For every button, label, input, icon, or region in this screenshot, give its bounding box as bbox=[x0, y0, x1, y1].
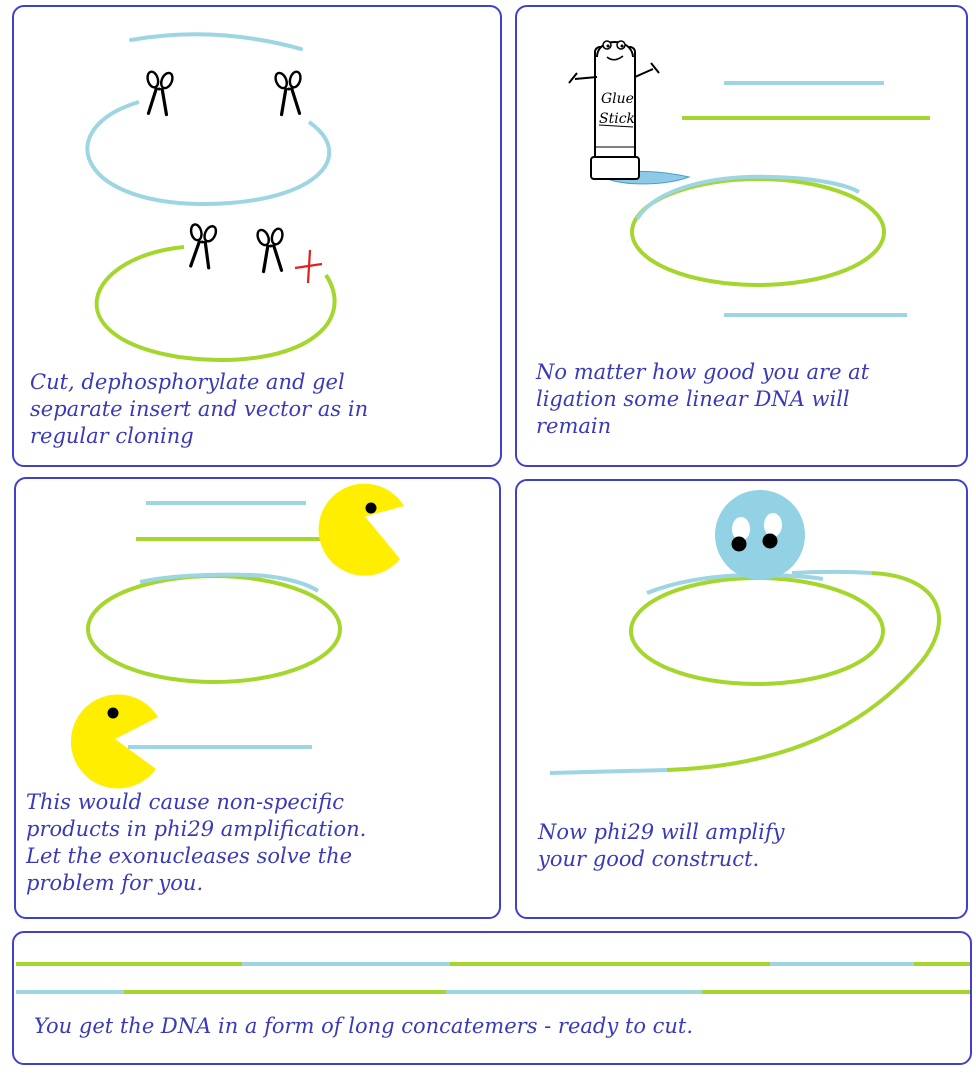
rolling-circle-strand-blue-head bbox=[791, 569, 873, 575]
insert-fragment bbox=[129, 32, 303, 51]
panel-phi29-amplification: Now phi29 will amplify your good constru… bbox=[515, 479, 968, 919]
panel-5-illustration bbox=[16, 962, 970, 994]
panel-2-illustration: Glue Stick bbox=[568, 40, 930, 317]
glue-stick-cartoon-icon: Glue Stick bbox=[568, 40, 691, 185]
caption-panel-5: You get the DNA in a form of long concat… bbox=[34, 1014, 694, 1038]
panel-1-illustration bbox=[85, 32, 337, 362]
panel-4-illustration bbox=[549, 490, 941, 775]
caption-panel-1: Cut, dephosphorylate and gel separate in… bbox=[30, 370, 369, 448]
panel-3-illustration bbox=[70, 483, 404, 789]
scissors-icon bbox=[271, 68, 307, 117]
circular-construct-insert bbox=[635, 174, 861, 221]
circular-construct-insert bbox=[139, 572, 320, 593]
svg-text:Glue: Glue bbox=[601, 91, 634, 107]
scissors-icon bbox=[253, 225, 289, 274]
pacman-exonuclease-icon bbox=[318, 483, 404, 576]
rolling-circle-strand-blue-tail bbox=[549, 768, 668, 775]
svg-text:Stick: Stick bbox=[599, 111, 635, 127]
circular-construct bbox=[629, 576, 885, 686]
panel-concatemers: You get the DNA in a form of long concat… bbox=[12, 931, 972, 1065]
pacman-exonuclease-icon bbox=[70, 694, 158, 789]
vector-backbone-green bbox=[94, 245, 337, 362]
panel-cut-dephosphorylate: Cut, dephosphorylate and gel separate in… bbox=[12, 5, 502, 467]
circular-construct bbox=[630, 177, 886, 287]
caption-panel-2: No matter how good you are at ligation s… bbox=[536, 360, 870, 438]
scissors-icon bbox=[183, 220, 221, 270]
panel-ligation: Glue Stick No matter how good you are at… bbox=[515, 5, 968, 467]
caption-panel-4: Now phi29 will amplify your good constru… bbox=[538, 820, 785, 871]
caption-panel-3: This would cause non-specific products i… bbox=[26, 790, 367, 895]
panel-exonuclease: This would cause non-specific products i… bbox=[14, 477, 501, 919]
circular-construct bbox=[86, 574, 342, 684]
rolling-circle-strand-green bbox=[666, 571, 941, 772]
phi29-polymerase-blob-icon bbox=[715, 490, 805, 580]
vector-backbone-blue bbox=[85, 100, 332, 207]
red-cross-mark-icon bbox=[294, 249, 323, 284]
scissors-icon bbox=[141, 68, 177, 117]
